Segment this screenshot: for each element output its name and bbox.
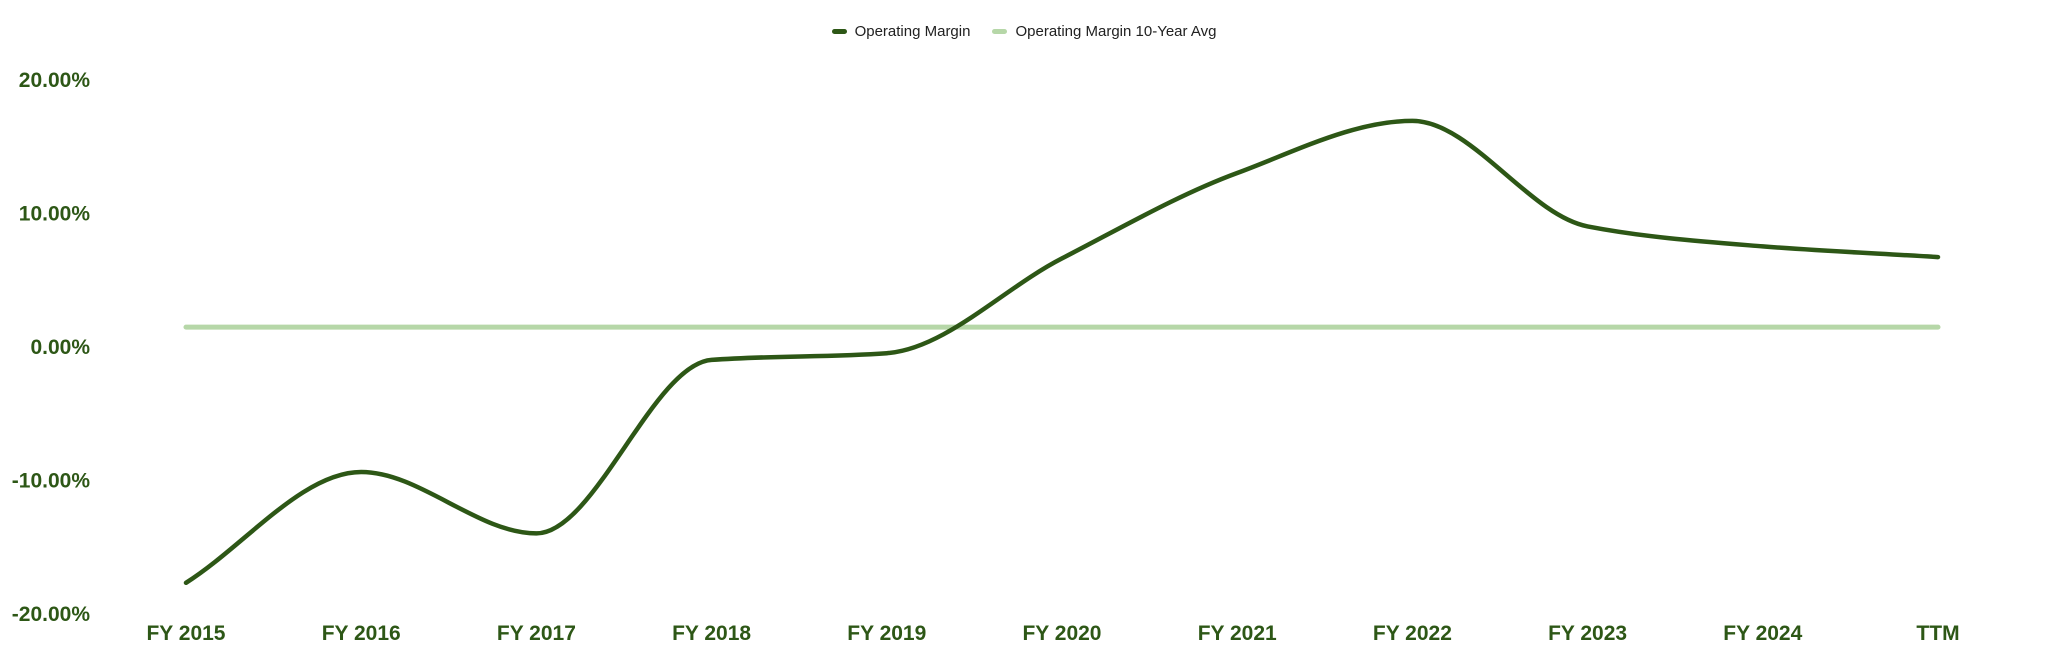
x-axis-label-fy-2015: FY 2015 xyxy=(146,622,225,645)
x-axis-label-fy-2022: FY 2022 xyxy=(1373,622,1452,645)
x-axis-label-fy-2017: FY 2017 xyxy=(497,622,576,645)
legend-swatch-icon xyxy=(831,28,847,34)
legend-item-operating-margin[interactable]: Operating Margin xyxy=(831,22,971,40)
x-axis-label-fy-2023: FY 2023 xyxy=(1548,622,1627,645)
x-axis-label-fy-2020: FY 2020 xyxy=(1022,622,1101,645)
x-axis-label-fy-2021: FY 2021 xyxy=(1198,622,1277,645)
y-axis-tick-label: -20.00% xyxy=(12,603,91,626)
y-axis-tick-label: -10.00% xyxy=(12,470,91,493)
x-axis-label-fy-2024: FY 2024 xyxy=(1723,622,1802,645)
y-axis-tick-label: 20.00% xyxy=(19,69,91,92)
legend-swatch-icon xyxy=(992,28,1008,34)
y-axis-tick-label: 0.00% xyxy=(30,336,90,359)
series-line-operating-margin xyxy=(183,118,1941,586)
x-axis-label-ttm: TTM xyxy=(1916,622,1959,645)
legend-label: Operating Margin 10-Year Avg xyxy=(1015,22,1217,40)
legend-item-operating-margin-10-year-avg[interactable]: Operating Margin 10-Year Avg xyxy=(992,24,1216,39)
x-axis-label-fy-2016: FY 2016 xyxy=(322,622,401,645)
x-axis-label-fy-2018: FY 2018 xyxy=(672,622,751,645)
x-axis-label-fy-2019: FY 2019 xyxy=(847,622,926,645)
legend-label: Operating Margin xyxy=(854,22,971,40)
chart-legend: Operating Margin Operating Margin 10-Year… xyxy=(0,0,2048,62)
y-axis-tick-label: 10.00% xyxy=(19,203,91,226)
